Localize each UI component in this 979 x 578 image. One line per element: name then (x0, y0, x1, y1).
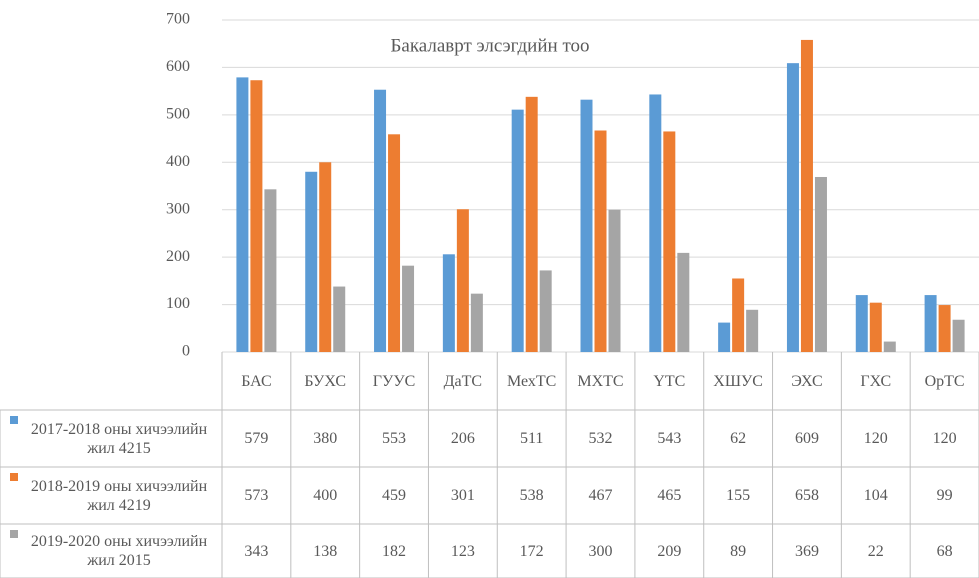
bar (718, 322, 731, 352)
table-value: 62 (730, 430, 747, 447)
x-tick-label: ЭХС (791, 372, 823, 390)
table-value: 138 (313, 542, 338, 560)
table-value: 511 (519, 430, 544, 447)
table-value: 120 (863, 430, 888, 447)
bar (319, 162, 332, 352)
bar (525, 96, 538, 352)
legend-key (10, 473, 18, 481)
table-value: 532 (588, 430, 613, 447)
bar (264, 189, 277, 352)
bar (883, 341, 896, 352)
table-value: 206 (450, 430, 475, 447)
x-tick-label: ХШУС (713, 372, 763, 390)
table-value: 343 (244, 542, 269, 560)
bar (539, 270, 552, 352)
x-tick-label: БУХС (304, 372, 346, 390)
bar (333, 286, 346, 352)
table-value: 543 (657, 430, 682, 447)
bar (608, 209, 621, 352)
y-tick-label: 600 (166, 58, 190, 75)
table-value: 155 (726, 487, 751, 504)
y-tick-label: 100 (166, 295, 190, 312)
table-value: 380 (313, 430, 338, 447)
table-value: 400 (313, 487, 338, 504)
bar (800, 39, 813, 353)
y-tick-label: 700 (166, 11, 190, 28)
table-value: 609 (794, 430, 819, 447)
legend-label: 2018-2019 оны хичээлийн жил 4219 (30, 477, 208, 514)
table-value: 553 (382, 430, 407, 447)
table-value: 459 (382, 487, 407, 504)
bar (663, 131, 676, 352)
x-tick-label: МХТС (577, 372, 624, 390)
bar (649, 94, 662, 352)
bar (388, 134, 401, 352)
table-value: 467 (588, 487, 613, 504)
table-value: 22 (867, 542, 884, 560)
y-tick-label: 400 (166, 153, 190, 170)
table-value: 573 (244, 487, 269, 504)
bar (814, 176, 827, 352)
table-value: 465 (657, 487, 682, 504)
legend-label: 2017-2018 оны хичээлийн жил 4215 (30, 420, 208, 457)
table-value: 182 (382, 542, 407, 560)
bar (402, 265, 415, 352)
bar (924, 295, 937, 352)
y-tick-label: 0 (182, 343, 190, 360)
bar (952, 319, 965, 352)
table-value: 300 (588, 542, 613, 560)
bar (580, 99, 593, 353)
table-value: 369 (794, 542, 819, 560)
table-value: 104 (863, 487, 888, 504)
table-value: 123 (450, 542, 475, 560)
table-value: 172 (519, 542, 544, 560)
bar (938, 305, 951, 352)
table-value: 538 (519, 487, 544, 504)
table-value: 301 (450, 487, 475, 504)
x-tick-label: ДаТС (443, 372, 483, 390)
y-tick-label: 200 (166, 248, 190, 265)
table-value: 99 (936, 487, 953, 504)
bar (470, 293, 483, 352)
bar (442, 254, 455, 352)
bar (732, 278, 745, 352)
table-value: 579 (244, 430, 269, 447)
bar (456, 209, 469, 352)
chart-subtitle: Бакалаврт элсэгдийн тоо (390, 35, 589, 56)
bar (511, 109, 524, 352)
bar (677, 252, 690, 352)
bar (855, 295, 868, 352)
table-value: 120 (932, 430, 957, 447)
y-tick-label: 500 (166, 106, 190, 123)
bar (250, 80, 263, 352)
x-tick-label: МехТС (506, 372, 557, 390)
table-value: 68 (936, 542, 953, 560)
bar (746, 309, 759, 352)
bar (236, 77, 249, 352)
legend-key (10, 416, 18, 424)
x-tick-label: БАС (241, 372, 272, 390)
table-value: 89 (730, 542, 747, 560)
x-tick-label: ҮТС (653, 372, 686, 390)
x-tick-label: ОрТС (924, 372, 965, 390)
y-tick-label: 300 (166, 200, 190, 217)
bar (786, 63, 799, 352)
table-value: 658 (794, 487, 819, 504)
x-tick-label: ГХС (860, 372, 892, 390)
bar (305, 171, 318, 352)
table-value: 209 (657, 542, 682, 560)
legend-key (10, 530, 18, 538)
bar (594, 130, 607, 352)
bar (869, 302, 882, 352)
x-tick-label: ГУУС (372, 372, 416, 390)
legend-label: 2019-2020 оны хичээлийн жил 2015 (30, 533, 208, 569)
bar (374, 89, 387, 352)
